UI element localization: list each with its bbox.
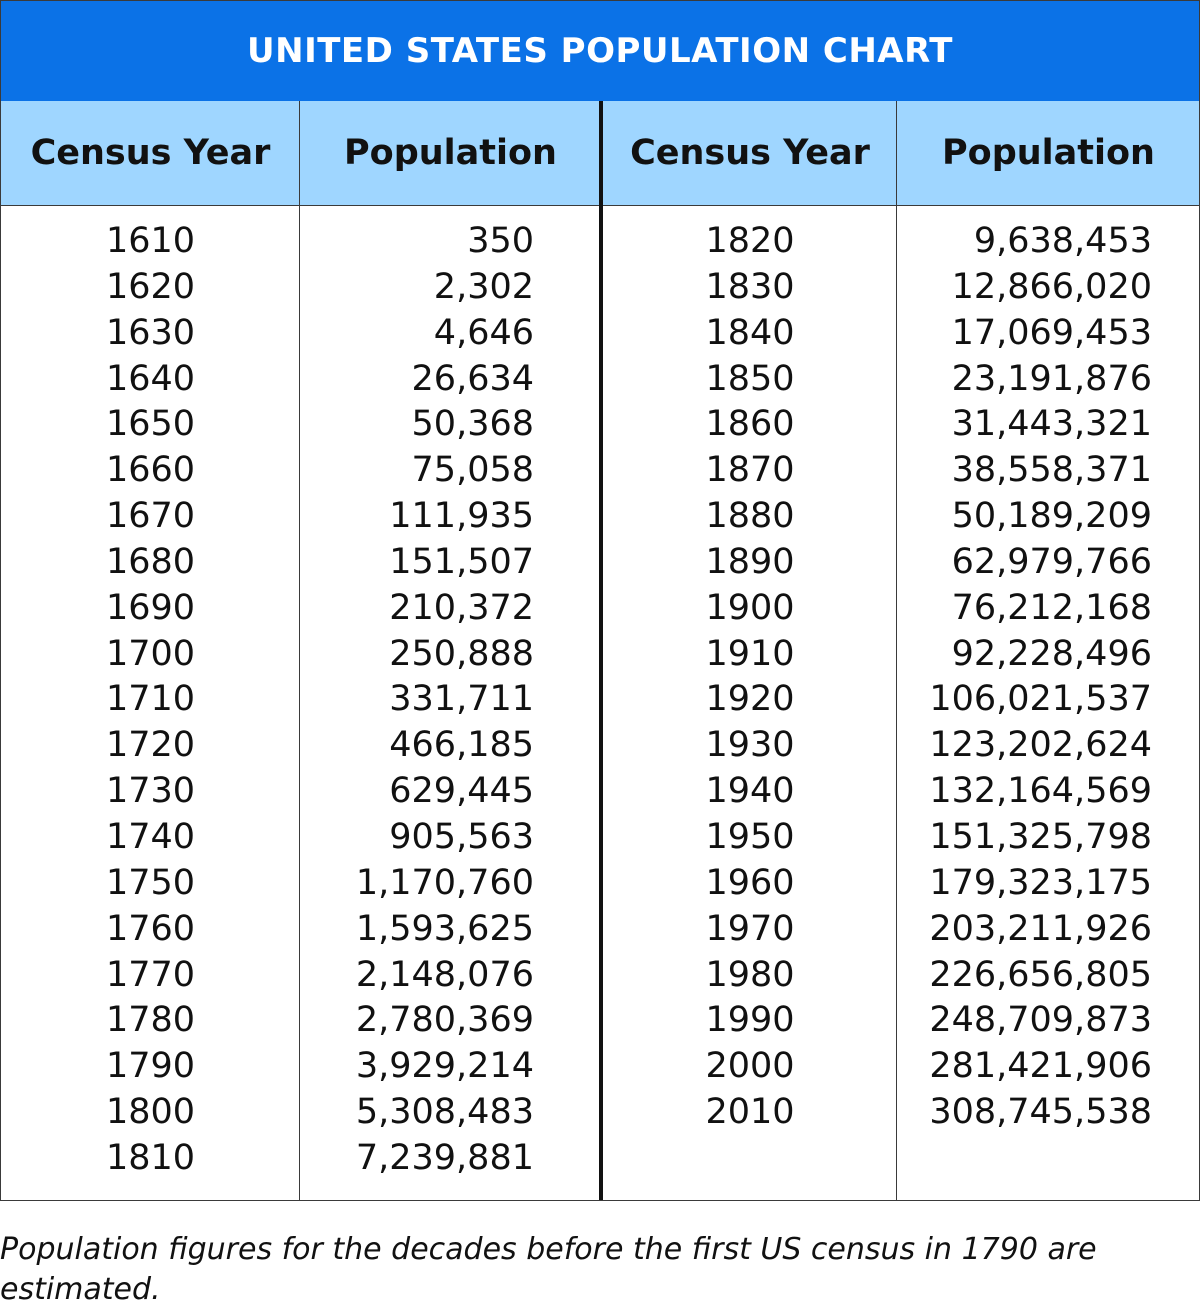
right-population-column: 9,638,453 12,866,020 17,069,453 23,191,876 3… xyxy=(898,219,1152,1136)
census-year-cell: 1710 xyxy=(105,679,196,720)
census-year-cell: 1830 xyxy=(705,266,795,307)
census-year-cell: 1610 xyxy=(105,221,196,261)
table-title: UNITED STATES POPULATION CHART xyxy=(1,1,1199,101)
census-year-cell: 1780 xyxy=(105,1000,196,1041)
population-cell: 17,069,453 xyxy=(951,312,1152,353)
header-population-left: Population xyxy=(344,133,557,173)
census-year-cell: 1970 xyxy=(705,908,795,949)
census-year-cell: 1640 xyxy=(105,358,196,399)
population-cell: 151,325,798 xyxy=(929,816,1152,857)
census-year-cell: 1630 xyxy=(105,312,196,353)
population-cell: 248,709,873 xyxy=(929,1000,1152,1041)
population-cell: 2,148,076 xyxy=(355,954,534,995)
census-year-cell: 1700 xyxy=(105,633,196,674)
population-cell: 226,656,805 xyxy=(929,954,1152,995)
population-cell: 132,164,569 xyxy=(929,771,1152,812)
census-year-cell: 1940 xyxy=(705,771,795,812)
population-cell: 308,745,538 xyxy=(929,1092,1152,1133)
population-cell: 331,711 xyxy=(389,679,534,720)
census-year-cell: 1980 xyxy=(705,954,795,995)
census-year-cell: 1720 xyxy=(105,725,196,766)
population-cell: 76,212,168 xyxy=(951,587,1152,628)
census-year-cell: 1650 xyxy=(105,404,196,445)
census-year-cell: 1930 xyxy=(705,725,795,766)
center-divider xyxy=(599,101,603,1200)
census-year-cell: 1690 xyxy=(105,587,196,628)
census-year-cell: 1620 xyxy=(105,266,196,307)
population-cell: 9,638,453 xyxy=(973,221,1152,261)
census-year-cell: 1920 xyxy=(705,679,795,720)
census-year-cell: 1670 xyxy=(105,496,196,537)
population-cell: 210,372 xyxy=(389,587,534,628)
population-cell: 106,021,537 xyxy=(929,679,1152,720)
population-cell: 26,634 xyxy=(411,358,534,399)
population-cell: 350 xyxy=(467,221,534,261)
population-cell: 5,308,483 xyxy=(355,1092,534,1133)
census-year-cell: 1900 xyxy=(705,587,795,628)
census-year-cell: 1880 xyxy=(705,496,795,537)
census-year-cell: 1990 xyxy=(705,1000,795,1041)
census-year-cell: 1790 xyxy=(105,1046,196,1087)
population-cell: 1,593,625 xyxy=(355,908,534,949)
population-table: UNITED STATES POPULATION CHART Census Ye… xyxy=(0,0,1200,1201)
left-population-column: 350 2,302 4,646 26,634 50,368 75,058 111,935 15… xyxy=(301,219,534,1182)
left-year-column: 1610 1620 1630 1640 1650 1660 1670 1680 1690 1700… xyxy=(1,219,300,1182)
population-cell: 111,935 xyxy=(389,496,534,537)
population-cell: 2,302 xyxy=(433,266,534,307)
census-year-cell: 1730 xyxy=(105,771,196,812)
census-year-cell: 2010 xyxy=(705,1092,795,1133)
census-year-cell: 1760 xyxy=(105,908,196,949)
population-cell: 179,323,175 xyxy=(929,862,1152,903)
population-cell: 629,445 xyxy=(389,771,534,812)
population-cell: 75,058 xyxy=(411,450,534,491)
population-cell: 38,558,371 xyxy=(951,450,1152,491)
population-cell: 466,185 xyxy=(389,725,534,766)
column-divider xyxy=(299,101,300,1200)
population-cell: 250,888 xyxy=(389,633,534,674)
census-year-cell: 1810 xyxy=(105,1137,196,1178)
census-year-cell: 1950 xyxy=(705,816,795,857)
population-cell: 62,979,766 xyxy=(951,541,1152,582)
census-year-cell: 1840 xyxy=(705,312,795,353)
census-year-cell: 1660 xyxy=(105,450,196,491)
population-cell: 151,507 xyxy=(389,541,534,582)
header-census-year-left: Census Year xyxy=(30,133,271,173)
census-year-cell: 1890 xyxy=(705,541,795,582)
census-year-cell: 1740 xyxy=(105,816,196,857)
population-cell: 2,780,369 xyxy=(355,1000,534,1041)
population-cell: 23,191,876 xyxy=(951,358,1152,399)
census-year-cell: 1960 xyxy=(705,862,795,903)
census-year-cell: 1820 xyxy=(705,221,795,261)
header-census-year-right: Census Year xyxy=(630,133,870,173)
census-year-cell: 1680 xyxy=(105,541,196,582)
census-year-cell: 1800 xyxy=(105,1092,196,1133)
population-cell: 905,563 xyxy=(389,816,534,857)
population-cell: 7,239,881 xyxy=(355,1137,534,1178)
column-divider xyxy=(896,101,897,1200)
census-year-cell: 1870 xyxy=(705,450,795,491)
header-population-right: Population xyxy=(942,133,1155,173)
population-cell: 50,368 xyxy=(411,404,534,445)
population-cell: 203,211,926 xyxy=(929,908,1152,949)
population-cell: 3,929,214 xyxy=(355,1046,534,1087)
population-cell: 4,646 xyxy=(433,312,534,353)
population-cell: 50,189,209 xyxy=(951,496,1152,537)
population-cell: 281,421,906 xyxy=(929,1046,1152,1087)
population-cell: 12,866,020 xyxy=(951,266,1152,307)
census-year-cell: 1850 xyxy=(705,358,795,399)
population-cell: 1,170,760 xyxy=(355,862,534,903)
population-cell: 92,228,496 xyxy=(951,633,1152,674)
census-year-cell: 1770 xyxy=(105,954,196,995)
footnote: Population figures for the decades befor… xyxy=(0,1232,1097,1307)
population-cell: 31,443,321 xyxy=(951,404,1152,445)
census-year-cell: 2000 xyxy=(705,1046,795,1087)
census-year-cell: 1910 xyxy=(705,633,795,674)
right-year-column: 1820 1830 1840 1850 1860 1870 1880 1890 1900 1910… xyxy=(603,219,897,1136)
population-cell: 123,202,624 xyxy=(929,725,1152,766)
census-year-cell: 1860 xyxy=(705,404,795,445)
census-year-cell: 1750 xyxy=(105,862,196,903)
